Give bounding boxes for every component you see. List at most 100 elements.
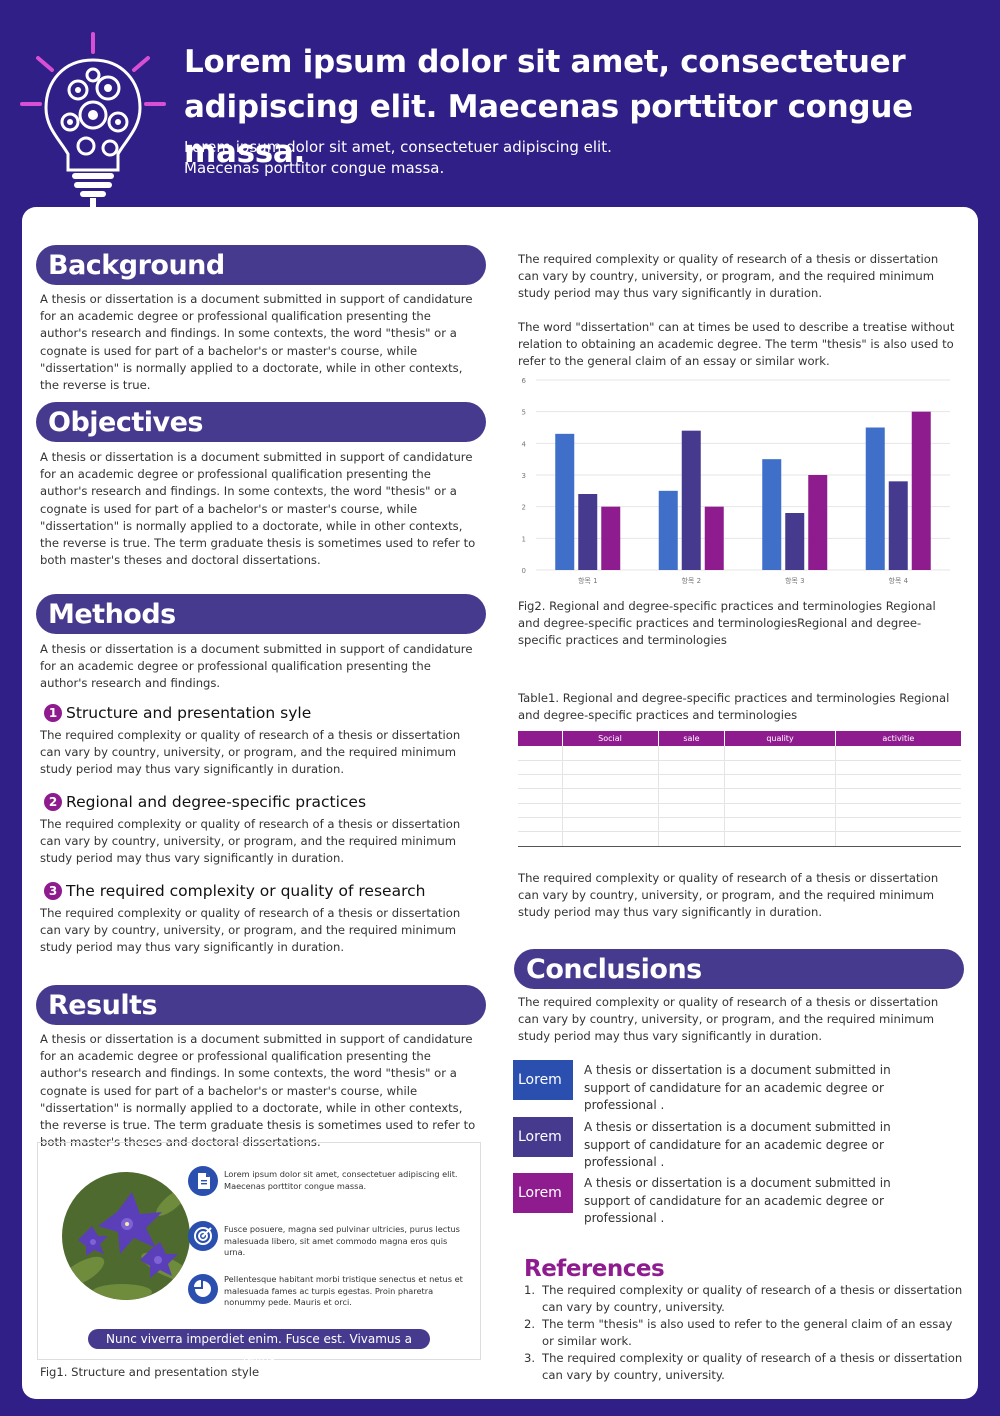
method-item-3-text: The required complexity or quality of re… [40,906,461,955]
flower-photo [62,1172,190,1300]
table-row [518,803,961,818]
y-tick-label: 3 [522,472,526,480]
method-item-1-title: 1 Structure and presentation syle [44,703,311,723]
right-paragraph-3: The required complexity or quality of re… [518,871,939,920]
method-item-2-text: The required complexity or quality of re… [40,817,461,866]
background-text: A thesis or dissertation is a document s… [40,292,473,393]
lightbulb-gears-icon [20,32,166,210]
table-cell [561,746,659,761]
table-cell [834,746,961,761]
objectives-heading: Objectives [36,402,486,442]
references-heading: References [524,1256,665,1282]
fig1-caption: Fig1. Structure and presentation style [40,1365,260,1379]
table-cell [561,817,659,833]
conclusions-text: The required complexity or quality of re… [518,995,939,1044]
chart-bar [785,513,805,570]
table-cell [657,774,725,790]
table-row [518,760,961,776]
table-cell [518,803,562,818]
number-badge: 1 [44,704,62,722]
reference-item: 1. The required complexity or quality of … [524,1283,963,1314]
target-icon [188,1221,218,1251]
poster-subtitle: Lorem ipsum dolor sit amet, consectetuer… [184,137,984,179]
table-cell [518,760,562,776]
x-tick-label: 항목 2 [681,576,701,585]
lorem-text-1: A thesis or dissertation is a document s… [584,1063,891,1112]
chart-bar [681,430,701,570]
table-cell [561,760,659,776]
x-tick-label: 항목 1 [578,576,598,585]
background-heading: Background [36,245,486,285]
method-item-3-title: 3 The required complexity or quality of r… [44,881,425,901]
reference-text: The term "thesis" is also used to refer … [542,1317,953,1348]
table-header-cell: Social [561,731,659,746]
table1-caption: Table1. Regional and degree-specific pra… [518,691,950,723]
table-cell [724,788,836,804]
y-tick-label: 6 [522,377,527,385]
table-cell [657,760,725,776]
subtitle-line-2: Maecenas porttitor congue massa. [184,159,445,177]
table-row [518,746,961,761]
right-paragraph-2: The word "dissertation" can at times be … [518,320,955,369]
number-badge: 2 [44,793,62,811]
table-cell [518,788,562,804]
chart-bar [601,506,621,570]
table-cell [561,774,659,790]
table-cell [724,746,836,761]
pie-chart-icon [188,1274,218,1304]
fig2-caption: Fig2. Regional and degree-specific pract… [518,599,936,648]
fig1-item-3-text: Pellentesque habitant morbi tristique se… [224,1274,463,1308]
method-item-label: Structure and presentation syle [66,704,312,722]
chart-bar [578,494,598,570]
results-text: A thesis or dissertation is a document s… [40,1032,476,1150]
table-cell [561,831,659,847]
table-cell [657,788,725,804]
table-cell [518,774,562,790]
method-item-2-title: 2 Regional and degree-specific practices [44,792,366,812]
table-header-cell: activitie [834,731,961,746]
conclusions-heading: Conclusions [514,949,964,989]
results-heading: Results [36,985,486,1025]
chart-bar [888,481,908,570]
lorem-tag-1: Lorem 1 [513,1060,573,1128]
subtitle-line-1: Lorem ipsum dolor sit amet, consectetuer… [184,138,612,156]
table-cell [561,803,659,818]
table-cell [518,746,562,761]
method-item-label: The required complexity or quality of re… [66,882,426,900]
reference-item: 2. The term "thesis" is also used to refe… [524,1317,953,1348]
chart-bar [865,427,885,570]
references-list: 1. The required complexity or quality of … [524,1282,964,1384]
fig1-banner: Nunc viverra imperdiet enim. Fusce est. … [88,1329,430,1366]
document-icon [188,1166,218,1196]
method-item-label: Regional and degree-specific practices [66,793,367,811]
number-badge: 3 [44,882,62,900]
table-cell [561,788,659,804]
methods-heading: Methods [36,594,486,634]
poster-header: Lorem ipsum dolor sit amet, consectetuer… [0,0,1000,210]
reference-item: 3. The required complexity or quality of … [524,1351,963,1382]
table-cell [657,803,725,818]
methods-text: A thesis or dissertation is a document s… [40,642,473,691]
table-cell [724,803,836,818]
x-tick-label: 항목 4 [888,576,908,585]
poster-title: Lorem ipsum dolor sit amet, consectetuer… [184,44,913,170]
chart-bar [762,459,782,570]
fig1-item-2-text: Fusce posuere, magna sed pulvinar ultric… [224,1224,460,1258]
table-header-cell: quality [724,731,836,746]
reference-text: The required complexity or quality of re… [542,1351,963,1382]
table-row [518,788,961,804]
lorem-text-3: A thesis or dissertation is a document s… [584,1176,891,1225]
table-cell [518,817,562,833]
method-item-1-text: The required complexity or quality of re… [40,728,461,777]
table-cell [518,831,562,847]
chart-bar [911,411,931,570]
lorem-text-2: A thesis or dissertation is a document s… [584,1120,891,1169]
y-tick-label: 2 [522,504,526,512]
table-cell [834,760,961,776]
table-cell [834,817,961,833]
table-row [518,831,961,847]
y-tick-label: 5 [522,409,526,417]
chart-bar [658,490,678,570]
table-cell [724,774,836,790]
table-cell [657,817,725,833]
